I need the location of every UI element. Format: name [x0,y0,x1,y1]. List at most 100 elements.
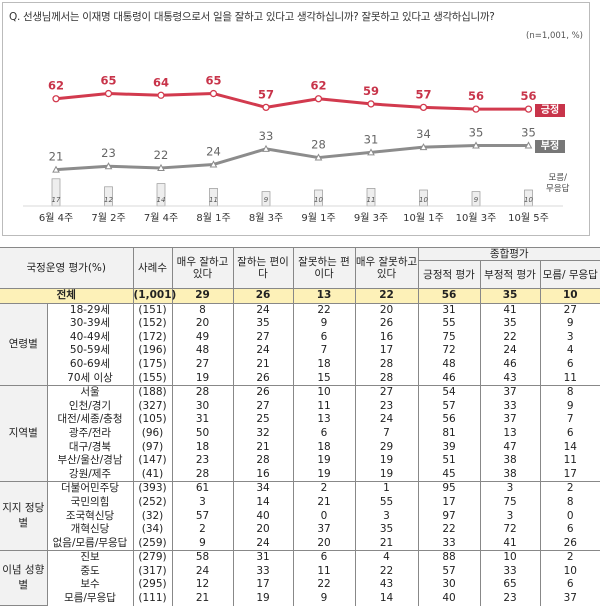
positive-value-label: 62 [310,79,326,93]
cell: 7 [539,413,600,427]
table-row: 조국혁신당 (32) 57 40 0 3 97 3 0 [0,509,600,524]
negative-point [419,143,428,151]
cell: 6 [539,523,600,537]
negative-value-label: 34 [416,127,431,141]
dontknow-bar-label: 9 [264,196,269,204]
cell: 14 [354,592,418,606]
cell: 9 [171,536,233,551]
cell: 21 [232,357,293,372]
cell: 49 [171,330,233,345]
row-label: 40-49세 [46,330,133,345]
cell: 24 [354,413,418,427]
cell: 38 [479,454,540,468]
row-label: 조국혁신당 [46,509,133,524]
header-good: 잘하는 편이다 [232,247,293,289]
x-tick-label: 10월 1주 [403,212,444,224]
dontknow-bar-label: 10 [419,196,428,204]
cell: 20 [354,302,418,318]
cell: 28 [354,371,418,386]
row-n: (259) [132,536,172,551]
cell: 24 [171,564,233,579]
cell: 16 [232,467,293,482]
cell: 37 [479,413,540,427]
cell: 12 [171,578,233,593]
negative-point [524,141,533,149]
table-row-total: 전체 (1,001) 29 26 13 22 56 35 10 [0,288,600,304]
row-n: (151) [132,302,172,318]
positive-point [419,103,428,112]
negative-point [157,163,165,171]
row-label: 국민의힘 [46,495,133,510]
cell: 26 [539,536,600,551]
cell: 28 [171,385,233,400]
cell: 29 [354,440,418,455]
cell: 17 [232,578,293,593]
cell: 57 [417,564,480,579]
cell: 40 [232,509,293,524]
row-n: (317) [132,564,172,579]
table-row: 개혁신당 (34) 2 20 37 35 22 72 6 [0,523,600,537]
cell: 27 [171,357,233,372]
row-n: (279) [132,550,172,565]
cell: 97 [417,509,480,524]
row-n: (327) [132,399,172,414]
positive-value-label: 65 [100,74,116,88]
cell: 10 [292,385,355,400]
cell: 18 [292,440,355,455]
row-label: 60-69세 [46,357,133,372]
group-label: 이념 성향별 [0,550,47,607]
header-bad: 잘못하는 편이다 [292,247,355,289]
cell: 22 [479,330,540,345]
row-label: 보수 [46,578,133,593]
cell: 30 [171,399,233,414]
cell: 75 [417,330,480,345]
legend-dk-line1: 모름/ [548,173,567,183]
x-tick-label: 8월 3주 [249,212,283,224]
cell: 22 [292,302,355,318]
cell: 23 [354,399,418,414]
cell: 6 [539,426,600,441]
row-n: (393) [132,481,172,496]
table-row: 30-39세 (152) 20 35 9 26 55 35 9 [0,317,600,331]
cell: 31 [417,302,480,318]
row-n: (147) [132,454,172,468]
row-label: 인천/경기 [46,399,133,414]
cell: 15 [292,371,355,386]
legend-positive: 긍정 [535,104,565,117]
cell: 30 [417,578,480,593]
row-n: (1,001) [132,288,176,304]
positive-point [209,89,218,98]
cell: 33 [417,536,480,551]
x-tick-label: 8월 1주 [196,212,230,224]
table-row: 이념 성향별 진보 (279) 58 31 6 4 88 10 2 [0,550,600,607]
row-n: (34) [132,523,172,537]
cell: 22 [354,564,418,579]
dontknow-bar-label: 17 [52,196,61,204]
cell: 21 [232,440,293,455]
cell: 2 [171,523,233,537]
row-label: 없음/모름/무응답 [46,536,133,551]
cell: 11 [292,399,355,414]
legend-negative: 부정 [535,140,565,153]
cell: 19 [292,454,355,468]
x-tick-label: 10월 3주 [456,212,497,224]
cell: 88 [417,550,480,565]
cell: 10 [539,564,600,579]
row-n: (155) [132,371,172,386]
trend-chart: Q. 선생님께서는 이재명 대통령이 대통령으로서 일을 잘하고 있다고 생각하… [2,2,590,236]
table-row: 없음/모름/무응답 (259) 9 24 20 21 33 41 26 [0,536,600,551]
row-n: (41) [132,467,172,482]
table-row: 국민의힘 (252) 3 14 21 55 17 75 8 [0,495,600,510]
x-tick-label: 10월 5주 [508,212,549,224]
cell: 27 [539,302,600,318]
cell: 65 [479,578,540,593]
cell: 51 [417,454,480,468]
cell: 3 [354,509,418,524]
cell: 17 [354,344,418,358]
row-label: 강원/제주 [46,467,133,482]
cell: 75 [479,495,540,510]
row-n: (188) [132,385,172,400]
cell: 19 [354,454,418,468]
negative-value-label: 35 [469,125,484,139]
cell: 9 [539,399,600,414]
